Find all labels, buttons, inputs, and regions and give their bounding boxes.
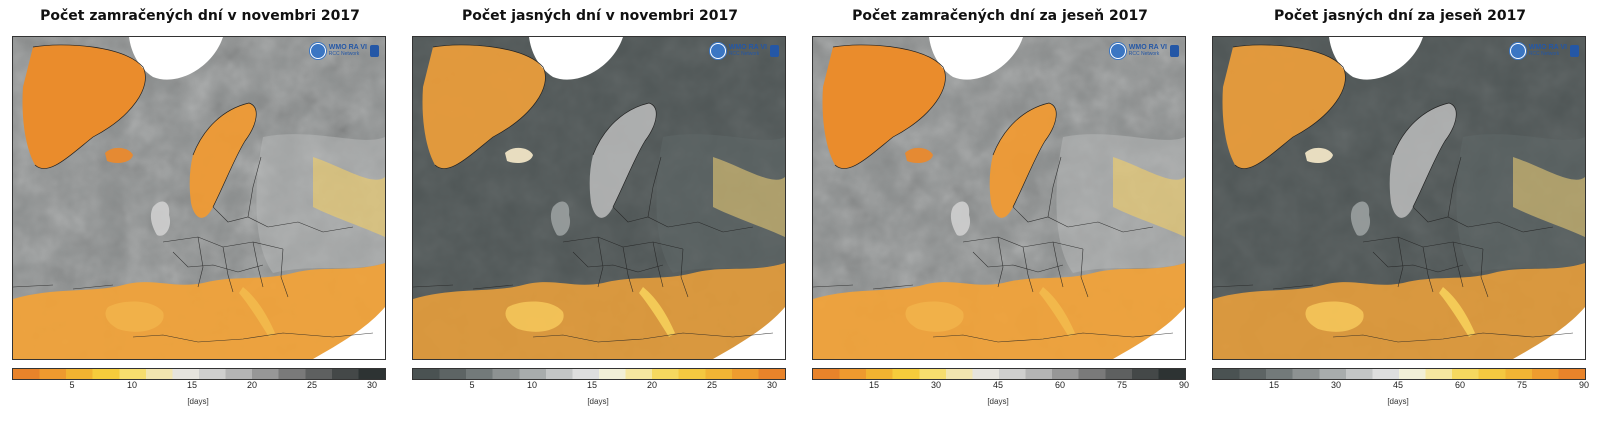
colorbar-tick-label: 30 <box>366 380 378 390</box>
logo-text: WMO RA VI RCC Network <box>329 44 367 58</box>
southern-land <box>413 263 785 359</box>
logo-text: WMO RA VI RCC Network <box>1529 44 1567 58</box>
colorbar <box>412 368 786 380</box>
colorbar-ticks: 15 30 45 60 75 90 <box>1212 380 1589 394</box>
colorbar-tick-label: 45 <box>1392 380 1404 390</box>
colorbar-tick-label: 10 <box>526 380 538 390</box>
colorbar-tick-label: 25 <box>306 380 318 390</box>
colorbar-tick-label: 30 <box>766 380 778 390</box>
scandinavia <box>589 103 657 218</box>
colorbar-tick-label: 60 <box>1454 380 1466 390</box>
rcc-mark-icon <box>770 45 779 57</box>
greenland <box>822 44 946 169</box>
colorbar-unit: [days] <box>987 397 1009 406</box>
wmo-logo: WMO RA VI RCC Network <box>709 43 779 59</box>
colorbar-ticks: 5 10 15 20 25 30 <box>12 380 384 394</box>
map-canvas <box>13 37 385 359</box>
colorbar-tick-label: 5 <box>469 380 475 390</box>
colorbar <box>812 368 1186 380</box>
colorbar-unit: [days] <box>187 397 209 406</box>
colorbar-tick-label: 15 <box>586 380 598 390</box>
colorbar <box>12 368 386 380</box>
map-canvas <box>813 37 1185 359</box>
southern-land <box>1213 263 1585 359</box>
scandinavia <box>1389 103 1457 218</box>
panel-title: Počet jasných dní v novembri 2017 <box>461 8 739 24</box>
colorbar-tick-label: 25 <box>706 380 718 390</box>
colorbar-tick-label: 30 <box>1330 380 1342 390</box>
colorbar-tick-label: 20 <box>246 380 258 390</box>
colorbar-tick-label: 30 <box>930 380 942 390</box>
logo-title: WMO RA VI <box>328 44 367 51</box>
colorbar-unit: [days] <box>587 397 609 406</box>
colorbar-unit: [days] <box>1387 397 1409 406</box>
greenland <box>22 44 146 169</box>
colorbar-tick-label: 45 <box>992 380 1004 390</box>
logo-title: WMO RA VI <box>1128 44 1167 51</box>
logo-text: WMO RA VI RCC Network <box>1129 44 1167 58</box>
panel-title: Počet zamračených dní v novembri 2017 <box>40 8 360 24</box>
rcc-mark-icon <box>1570 45 1579 57</box>
scandinavia <box>189 103 257 218</box>
colorbar-tick-label: 60 <box>1054 380 1066 390</box>
scandinavia <box>989 103 1057 218</box>
southern-land <box>813 263 1185 359</box>
colorbar-tick-label: 15 <box>186 380 198 390</box>
panel-title: Počet zamračených dní za jeseň 2017 <box>852 8 1148 24</box>
map-panel-4: Počet jasných dní za jeseň 2017 WMO RA VI… <box>1200 0 1600 422</box>
logo-title: WMO RA VI <box>1528 44 1567 51</box>
map-panel-2: Počet jasných dní v novembri 2017 WMO RA … <box>400 0 800 422</box>
colorbar <box>1212 368 1586 380</box>
map-panel-3: Počet zamračených dní za jeseň 2017 WMO R… <box>800 0 1200 422</box>
map-canvas <box>413 37 785 359</box>
europe-map: WMO RA VI RCC Network <box>12 36 386 360</box>
greenland <box>1222 44 1346 169</box>
globe-icon <box>1109 43 1126 59</box>
logo-subtitle: RCC Network <box>1128 51 1160 57</box>
colorbar-ticks: 15 30 45 60 75 90 <box>812 380 1189 394</box>
europe-map: WMO RA VI RCC Network <box>1212 36 1586 360</box>
rcc-mark-icon <box>370 45 379 57</box>
wmo-logo: WMO RA VI RCC Network <box>1109 43 1179 59</box>
logo-subtitle: RCC Network <box>728 51 760 57</box>
colorbar-tick-label: 10 <box>126 380 138 390</box>
logo-subtitle: RCC Network <box>1528 51 1560 57</box>
logo-subtitle: RCC Network <box>328 51 360 57</box>
panel-title: Počet jasných dní za jeseň 2017 <box>1273 8 1527 24</box>
logo-title: WMO RA VI <box>728 44 767 51</box>
logo-text: WMO RA VI RCC Network <box>729 44 767 58</box>
rcc-mark-icon <box>1170 45 1179 57</box>
colorbar-tick-label: 75 <box>1116 380 1128 390</box>
colorbar-tick-label: 75 <box>1516 380 1528 390</box>
colorbar-tick-label: 5 <box>69 380 75 390</box>
globe-icon <box>309 43 326 59</box>
wmo-logo: WMO RA VI RCC Network <box>309 43 379 59</box>
colorbar-tick-label: 20 <box>646 380 658 390</box>
southern-land <box>13 263 385 359</box>
colorbar-ticks: 5 10 15 20 25 30 <box>412 380 784 394</box>
colorbar-tick-label: 90 <box>1178 380 1190 390</box>
wmo-logo: WMO RA VI RCC Network <box>1509 43 1579 59</box>
colorbar-tick-label: 15 <box>1268 380 1280 390</box>
map-panel-1: Počet zamračených dní v novembri 2017 WMO… <box>0 0 400 422</box>
globe-icon <box>709 43 726 59</box>
map-canvas <box>1213 37 1585 359</box>
europe-map: WMO RA VI RCC Network <box>412 36 786 360</box>
globe-icon <box>1509 43 1526 59</box>
colorbar-tick-label: 15 <box>868 380 880 390</box>
greenland <box>422 44 546 169</box>
europe-map: WMO RA VI RCC Network <box>812 36 1186 360</box>
colorbar-tick-label: 90 <box>1578 380 1590 390</box>
